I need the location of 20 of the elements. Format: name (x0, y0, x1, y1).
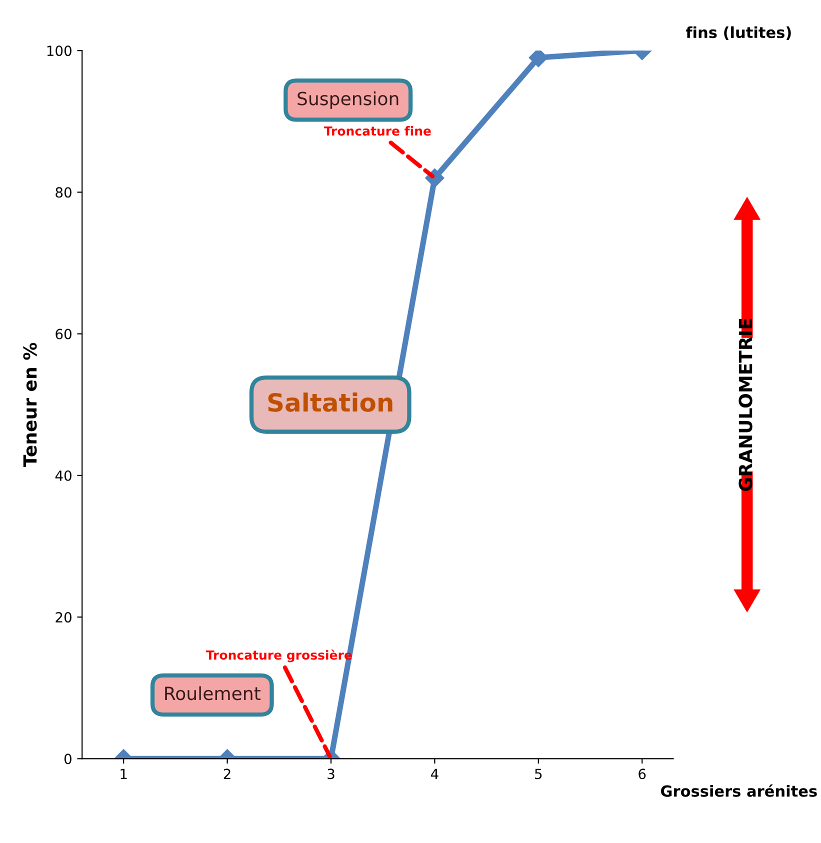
annotation: Troncature fine (324, 126, 431, 136)
x-tick-label: 1 (120, 768, 127, 779)
text: fins (lutites) (686, 26, 791, 40)
text: Grossiers arénites (660, 784, 817, 797)
y-tick-label: 60 (56, 328, 72, 340)
annotation: Roulement (165, 686, 260, 700)
x-tick-label: 4 (430, 768, 438, 779)
x-tick-label: 2 (224, 768, 230, 779)
y-tick-label: 40 (55, 470, 72, 481)
x-tick-label: 3 (328, 768, 334, 780)
x-tick-label: 5 (535, 768, 542, 780)
y-tick-label: 80 (56, 187, 72, 198)
text: GRANULOMETRIE (738, 318, 752, 491)
y-axis-title: Teneur en % (23, 342, 37, 467)
x-tick-label: 6 (638, 768, 646, 780)
y-tick-label: 0 (64, 754, 72, 764)
y-tick-label: 20 (56, 612, 72, 623)
annotation: Saltation (268, 392, 392, 412)
y-tick-label: 100 (47, 46, 72, 56)
annotation: Suspension (298, 91, 398, 109)
